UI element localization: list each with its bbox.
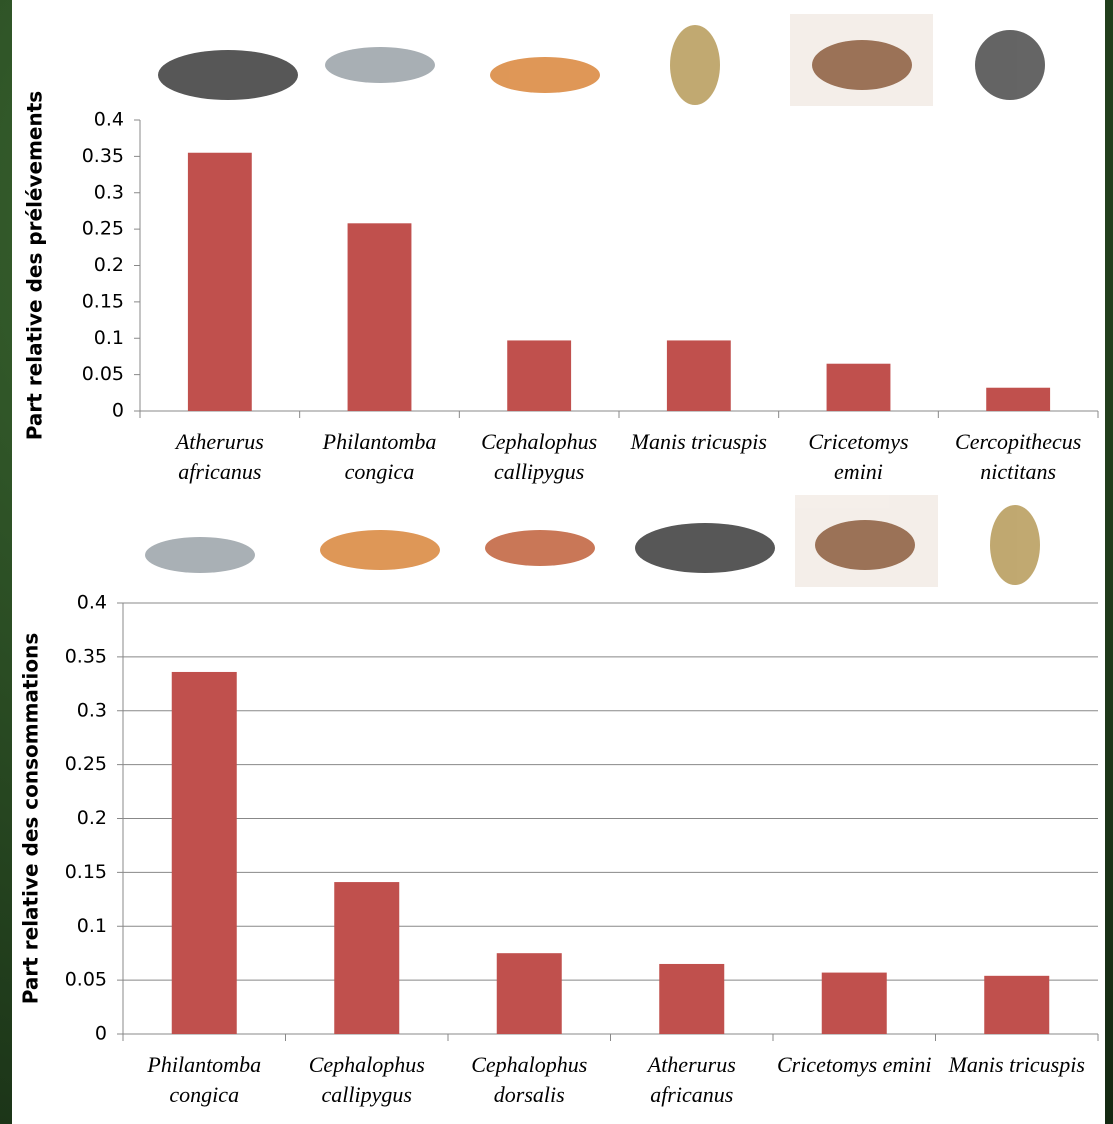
- x-tick-label: Atherurus africanus: [175, 429, 264, 484]
- y-tick-label: 0.15: [65, 861, 107, 883]
- bar: [821, 972, 887, 1034]
- x-tick-label: Cercopithecus nictitans: [955, 429, 1082, 484]
- y-tick-label: 0: [95, 1023, 107, 1045]
- animal-icons: [145, 14, 1045, 587]
- x-tick-label: Cephalophus callipygus: [308, 1052, 425, 1107]
- y-axis-title: Part relative des prélévements: [23, 91, 47, 440]
- x-tick-label: Manis tricuspis: [630, 429, 767, 454]
- y-tick-label: 0.05: [65, 969, 107, 991]
- y-tick-label: 0.2: [77, 807, 107, 829]
- bar: [659, 963, 725, 1034]
- bar: [334, 882, 400, 1034]
- y-tick-label: 0.2: [94, 254, 124, 276]
- bar: [986, 387, 1051, 411]
- x-tick-label: Cephalophus dorsalis: [471, 1052, 588, 1107]
- y-tick-label: 0.3: [77, 699, 107, 721]
- x-tick-label: Cephalophus callipygus: [481, 429, 598, 484]
- y-tick-label: 0.1: [77, 915, 107, 937]
- bar: [666, 340, 731, 411]
- y-tick-label: 0.4: [77, 592, 107, 614]
- y-tick-label: 0.35: [65, 645, 107, 667]
- y-tick-label: 0.35: [82, 145, 124, 167]
- x-tick-label: Cricetomys emini: [808, 429, 909, 484]
- y-tick-label: 0.4: [94, 109, 124, 131]
- y-tick-label: 0.15: [82, 290, 124, 312]
- bar: [826, 363, 891, 411]
- y-tick-label: 0.1: [94, 327, 124, 349]
- bar: [984, 975, 1050, 1034]
- y-tick-label: 0.25: [82, 218, 124, 240]
- bar: [507, 340, 572, 411]
- bar: [171, 671, 237, 1034]
- y-tick-label: 0: [112, 400, 124, 422]
- y-tick-label: 0.3: [94, 181, 124, 203]
- x-tick-label: Cricetomys emini: [776, 1052, 932, 1077]
- x-tick-label: Atherurus africanus: [647, 1052, 736, 1107]
- y-tick-label: 0.05: [82, 363, 124, 385]
- y-axis-title: Part relative des consommations: [19, 633, 43, 1004]
- bar: [347, 223, 412, 411]
- bar: [187, 152, 252, 412]
- x-tick-label: Philantomba congica: [147, 1052, 262, 1107]
- bar: [496, 953, 562, 1034]
- x-tick-label: Manis tricuspis: [948, 1052, 1085, 1077]
- x-tick-label: Philantomba congica: [322, 429, 437, 484]
- y-tick-label: 0.25: [65, 753, 107, 775]
